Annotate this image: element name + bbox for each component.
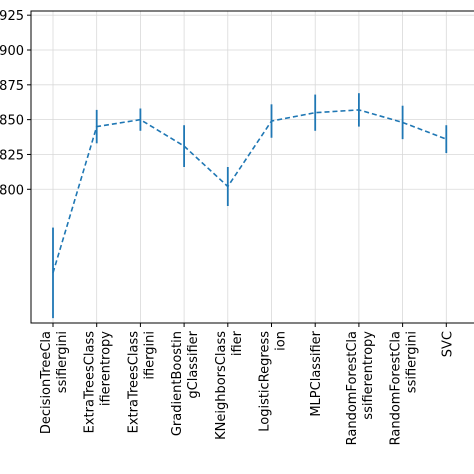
x-tick-label-line: SVC — [440, 331, 455, 357]
x-tick-label-line: ssifierentropy — [361, 331, 376, 420]
x-tick-label-line: gClassifier — [186, 330, 201, 398]
x-tick-label-line: RandomForestCla — [389, 331, 404, 445]
x-tick-label-line: ssifiergini — [405, 331, 420, 393]
plot-frame — [30, 10, 474, 324]
x-tick-label-line: LogisticRegress — [258, 331, 273, 432]
x-tick-label: ExtraTreesClass ifierentropy — [83, 331, 114, 434]
grid-layer — [31, 11, 474, 323]
x-tick-label-line: ifier — [230, 330, 245, 356]
series-layer — [52, 93, 448, 319]
y-tick-label: .825 — [0, 148, 24, 163]
x-tick-label-line: KNeighborsClass — [214, 331, 229, 440]
x-tick-label: GradientBoostin gClassifier — [170, 330, 201, 436]
x-tick-label-line: RandomForestCla — [345, 331, 360, 445]
x-tick-label-line: ssifiergini — [55, 331, 70, 393]
y-tick-label: .800 — [0, 183, 24, 198]
x-axis: DecisionTreeCla ssifiergini ExtraTreesClas… — [39, 323, 455, 445]
x-tick-label: RandomForestCla ssifierentropy — [345, 331, 376, 446]
series-line — [52, 109, 447, 274]
y-tick-label: .925 — [0, 9, 24, 24]
x-tick-label-line: ExtraTreesClass — [83, 331, 98, 434]
y-axis: .800 .825 .850 .875 .900 .925 — [0, 9, 31, 198]
x-tick-label-line: ion — [274, 331, 289, 351]
x-tick-label: DecisionTreeCla ssifiergini — [39, 331, 70, 434]
y-tick-label: .850 — [0, 114, 24, 129]
x-tick-label: ExtraTreesClass ifiergini — [126, 331, 157, 434]
x-tick-label-line: GradientBoostin — [170, 331, 185, 436]
x-tick-label: SVC — [440, 331, 455, 357]
x-tick-label-line: ifiergini — [142, 331, 157, 380]
x-tick-label: LogisticRegress ion — [258, 331, 289, 432]
x-tick-label: MLPClassifier — [309, 330, 324, 416]
y-tick-label: .900 — [0, 44, 24, 59]
y-tick-label: .875 — [0, 79, 24, 94]
x-tick-label: KNeighborsClass ifier — [214, 330, 245, 440]
x-tick-label-line: ifierentropy — [99, 331, 114, 406]
x-tick-label-line: MLPClassifier — [309, 330, 324, 416]
x-tick-label-line: ExtraTreesClass — [126, 331, 141, 434]
x-tick-label-line: DecisionTreeCla — [39, 331, 54, 434]
x-tick-label: RandomForestCla ssifiergini — [389, 331, 420, 445]
